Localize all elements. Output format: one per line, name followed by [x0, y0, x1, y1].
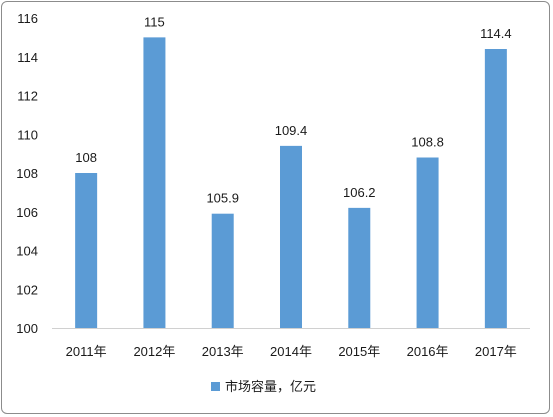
y-tick-label: 106: [16, 205, 38, 220]
legend-label: 市场容量，亿元: [225, 379, 316, 395]
x-tick-label: 2016年: [407, 344, 449, 359]
bar: [143, 37, 166, 328]
y-tick-label: 112: [17, 89, 38, 104]
data-label: 115: [144, 14, 165, 29]
data-label: 106.2: [343, 185, 376, 200]
x-tick-label: 2013年: [202, 344, 244, 359]
data-label: 114.4: [480, 26, 512, 41]
x-tick-label: 2017年: [475, 344, 517, 359]
bar: [280, 145, 302, 328]
y-tick-label: 108: [16, 166, 38, 181]
legend-swatch: [211, 382, 220, 391]
data-label: 108.8: [411, 135, 444, 150]
legend: 市场容量，亿元: [211, 379, 316, 395]
y-tick-label: 114: [17, 50, 38, 65]
y-tick-label: 116: [17, 11, 38, 26]
x-tick-label: 2014年: [270, 344, 312, 359]
data-label: 108: [75, 150, 97, 165]
y-tick-label: 102: [16, 282, 38, 297]
y-tick-label: 100: [16, 321, 38, 336]
x-axis: 2011年 2012年 2013年 2014年 2015年 2016年 2017年: [52, 328, 530, 359]
data-label: 109.4: [275, 123, 308, 138]
x-tick-label: 2015年: [338, 344, 380, 359]
y-tick-label: 104: [16, 244, 38, 259]
bar: [416, 157, 439, 328]
bar: [211, 213, 234, 328]
data-labels: 108 115 105.9 109.4 106.2 108.8 114.4: [75, 14, 511, 205]
bars: [75, 37, 507, 328]
y-axis: 100 102 104 106 108 110 112 114 116: [16, 11, 38, 336]
bar: [484, 49, 507, 328]
x-tick-label: 2012年: [133, 344, 175, 359]
data-label: 105.9: [206, 191, 239, 206]
y-tick-label: 110: [17, 127, 38, 142]
bar: [75, 173, 98, 328]
bar: [348, 207, 371, 328]
x-tick-label: 2011年: [66, 344, 107, 359]
